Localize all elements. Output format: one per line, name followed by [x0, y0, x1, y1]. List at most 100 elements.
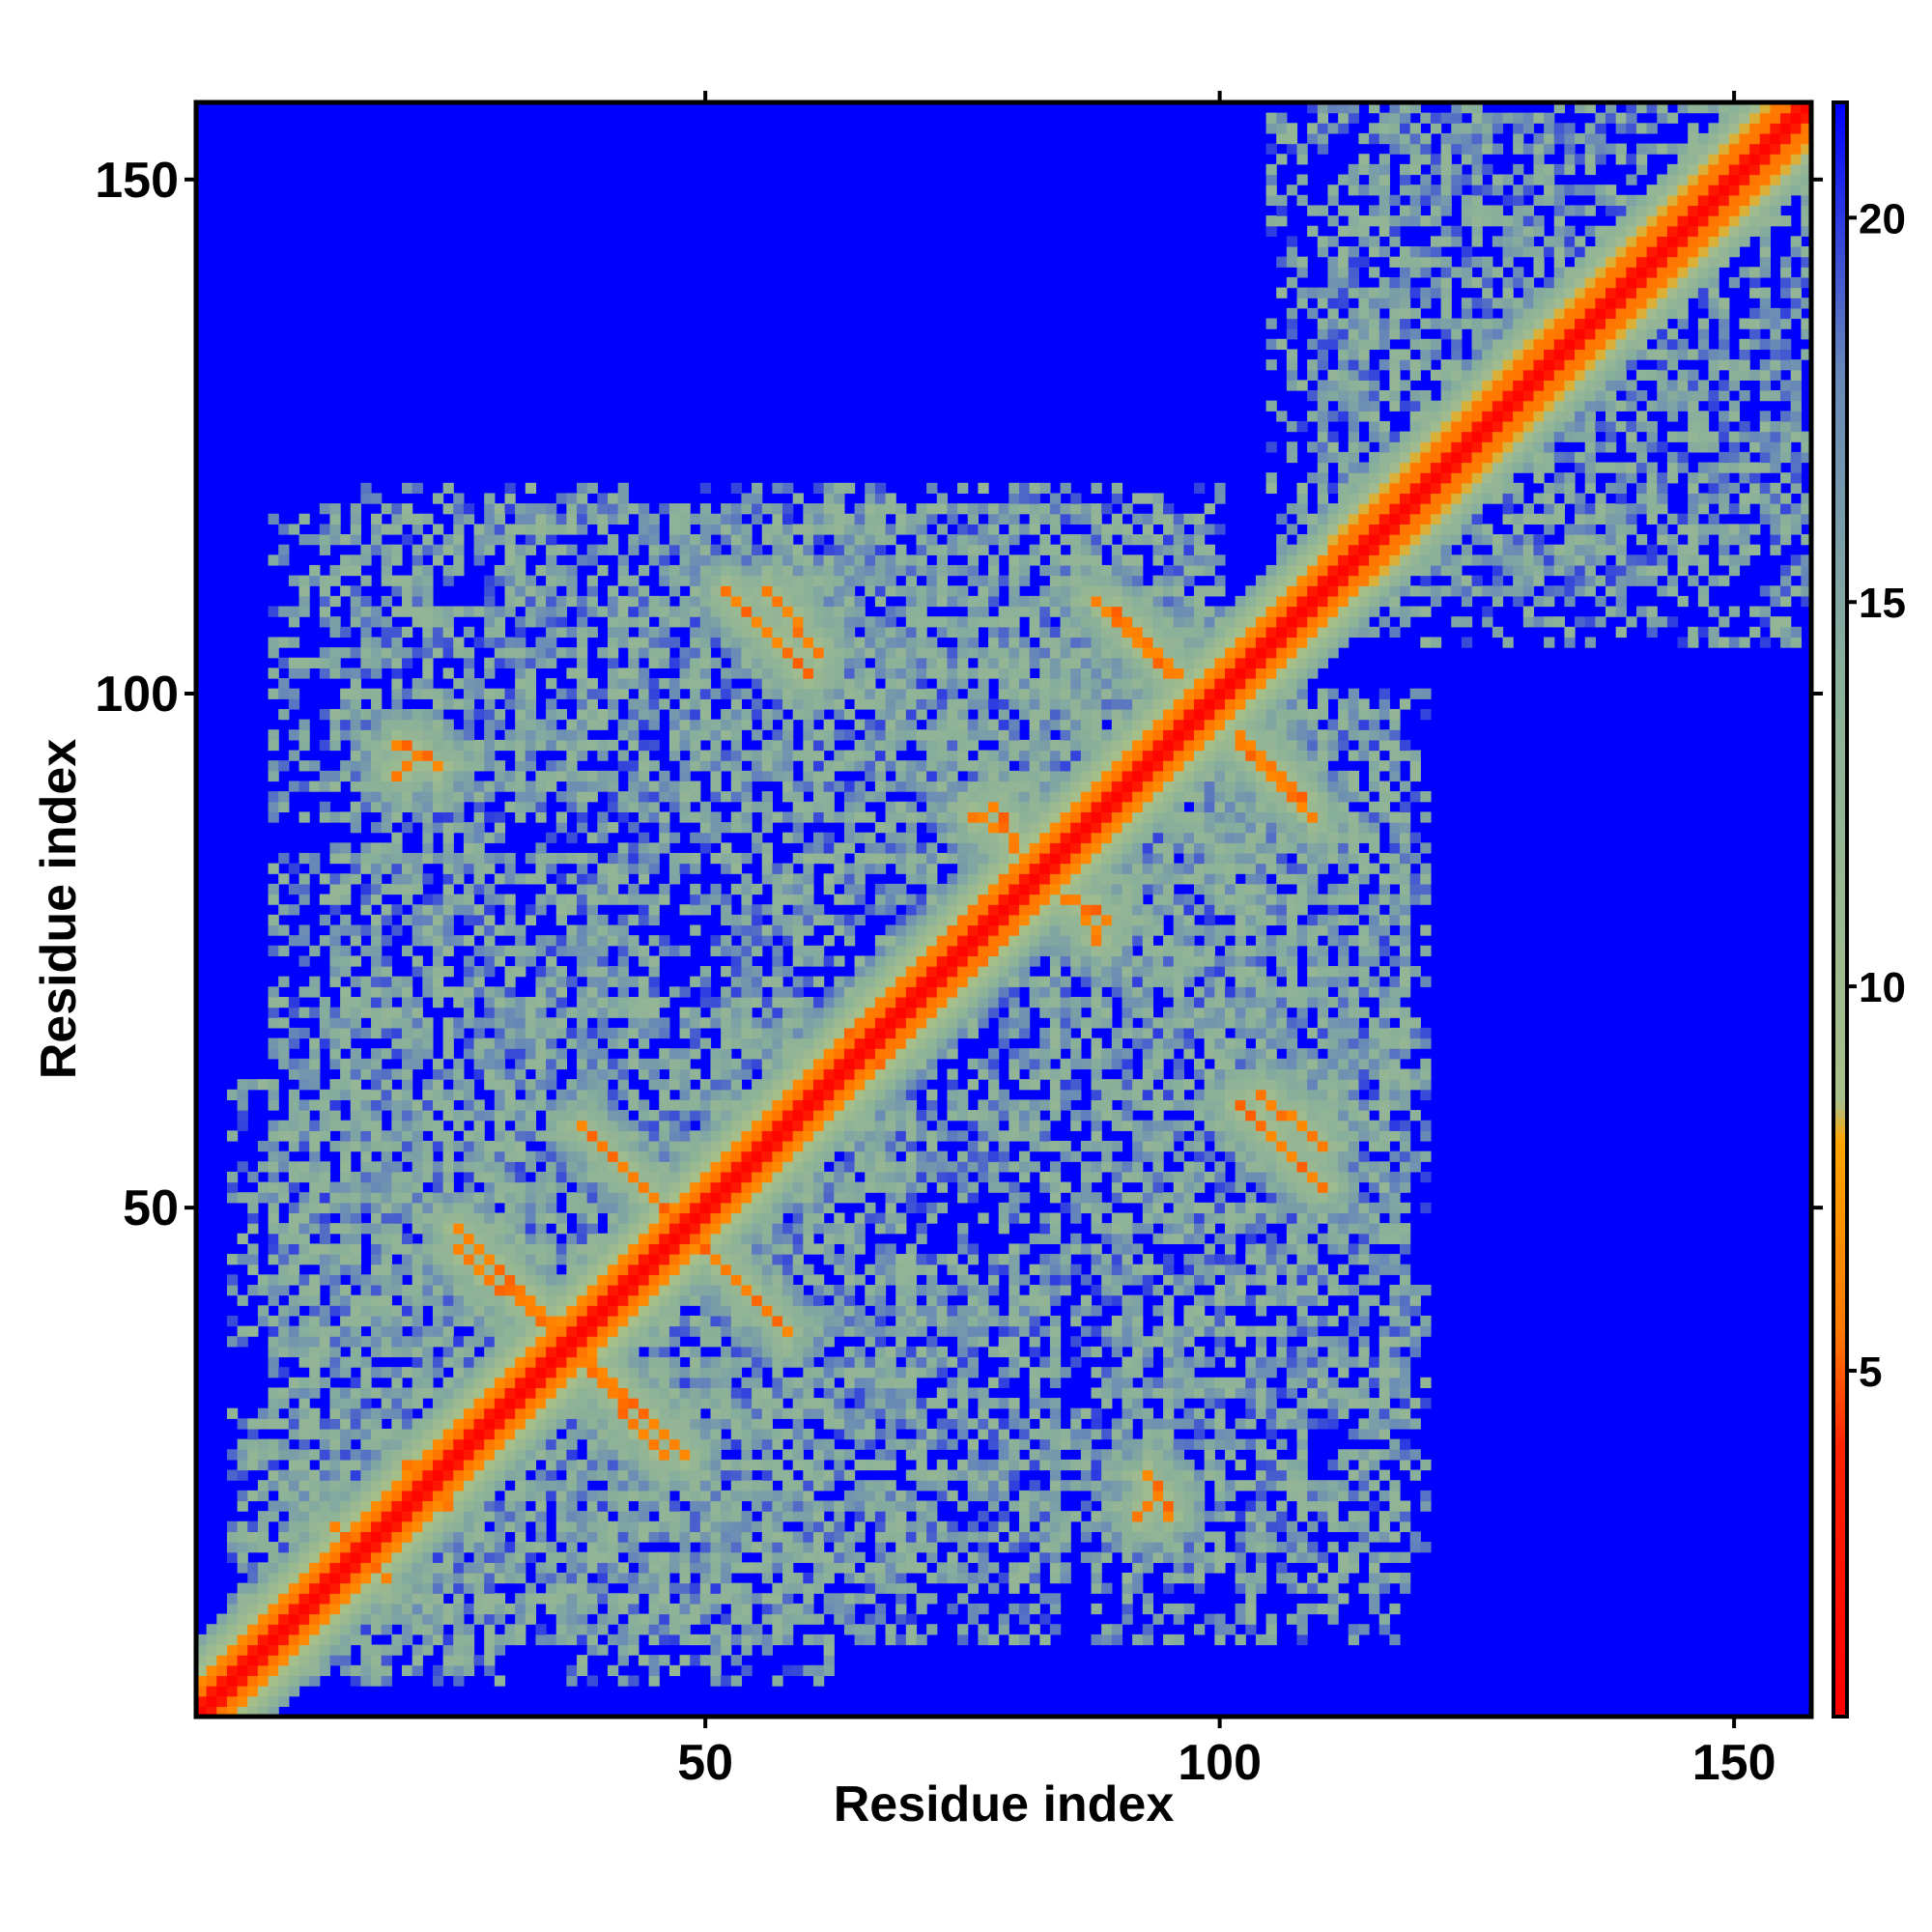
heatmap-cell	[597, 1469, 609, 1481]
heatmap-cell	[741, 1325, 753, 1337]
heatmap-cell	[772, 1407, 783, 1419]
heatmap-cell	[298, 935, 310, 947]
heatmap-cell	[628, 852, 639, 865]
heatmap-cell	[288, 1202, 300, 1214]
heatmap-cell	[721, 1346, 732, 1358]
heatmap-cell	[535, 1079, 547, 1091]
heatmap-cell	[525, 1233, 537, 1244]
heatmap-cell	[319, 1469, 331, 1481]
heatmap-cell	[257, 1572, 270, 1584]
heatmap-cell	[782, 996, 794, 1009]
heatmap-cell	[690, 698, 701, 710]
heatmap-cell	[237, 1562, 248, 1574]
heatmap-cell	[360, 1572, 372, 1584]
heatmap-cell	[422, 1336, 434, 1348]
heatmap-cell	[782, 791, 794, 803]
heatmap-cell	[525, 698, 537, 710]
heatmap-cell	[535, 1428, 547, 1440]
heatmap-cell	[257, 1438, 270, 1450]
heatmap-cell	[515, 1551, 526, 1563]
heatmap-cell	[792, 1551, 804, 1563]
heatmap-cell	[422, 1613, 434, 1625]
heatmap-cell	[319, 1007, 331, 1018]
heatmap-cell	[699, 616, 712, 628]
heatmap-cell	[772, 996, 783, 1009]
heatmap-cell	[803, 698, 814, 710]
heatmap-cell	[226, 1469, 239, 1481]
heatmap-cell	[752, 1017, 763, 1029]
heatmap-cell	[226, 1644, 239, 1656]
heatmap-cell	[730, 1284, 743, 1296]
heatmap-cell	[730, 1582, 743, 1594]
heatmap-cell	[730, 1356, 743, 1368]
heatmap-cell	[721, 1387, 732, 1399]
heatmap-cell	[741, 791, 753, 803]
heatmap-cell	[710, 1120, 722, 1131]
heatmap-cell	[546, 616, 557, 628]
heatmap-cell	[679, 1438, 691, 1450]
heatmap-cell	[617, 760, 629, 772]
heatmap-cell	[741, 1284, 753, 1296]
heatmap-cell	[494, 1593, 506, 1605]
heatmap-cell	[309, 1520, 321, 1533]
heatmap-cell	[668, 1325, 681, 1337]
heatmap-cell	[401, 1058, 413, 1070]
heatmap-cell	[442, 616, 454, 628]
heatmap-cell	[381, 781, 392, 792]
heatmap-cell	[360, 801, 372, 812]
heatmap-cell	[453, 534, 465, 546]
heatmap-cell	[628, 1624, 639, 1635]
heatmap-cell	[679, 1490, 691, 1502]
heatmap-cell	[329, 935, 341, 947]
heatmap-cell	[659, 1274, 670, 1286]
heatmap-cell	[371, 986, 383, 998]
heatmap-cell	[453, 1664, 465, 1677]
heatmap-cell	[257, 1192, 270, 1204]
heatmap-cell	[782, 760, 794, 772]
heatmap-cell	[391, 1398, 403, 1409]
heatmap-cell	[586, 1151, 598, 1162]
heatmap-cell	[566, 1110, 578, 1122]
heatmap-cell	[319, 1511, 331, 1522]
heatmap-cell	[484, 503, 496, 515]
heatmap-cell	[329, 668, 341, 679]
heatmap-cell	[617, 863, 629, 874]
heatmap-cell	[484, 575, 496, 586]
heatmap-cell	[690, 894, 701, 905]
heatmap-cell	[648, 1459, 660, 1471]
heatmap-cell	[648, 1562, 660, 1574]
heatmap-cell	[535, 1192, 547, 1204]
heatmap-cell	[484, 1551, 496, 1563]
heatmap-cell	[432, 904, 444, 916]
heatmap-cell	[648, 1469, 660, 1481]
heatmap-cell	[329, 1089, 341, 1100]
heatmap-cell	[412, 1438, 423, 1450]
heatmap-cell	[741, 822, 753, 834]
heatmap-cell	[371, 1325, 383, 1337]
heatmap-cell	[812, 1130, 825, 1142]
heatmap-cell	[515, 1007, 526, 1018]
heatmap-cell	[401, 1664, 413, 1677]
heatmap-cell	[247, 1325, 259, 1337]
heatmap-cell	[699, 719, 712, 730]
heatmap-cell	[535, 770, 547, 782]
heatmap-cell	[196, 1695, 208, 1707]
heatmap-cell	[607, 1007, 619, 1018]
heatmap-cell	[546, 1243, 557, 1255]
heatmap-cell	[226, 1695, 239, 1707]
heatmap-cell	[546, 534, 557, 546]
heatmap-cell	[484, 1068, 496, 1080]
heatmap-cell	[772, 1140, 783, 1152]
heatmap-cell	[525, 1264, 537, 1275]
heatmap-cell	[741, 1644, 753, 1656]
heatmap-cell	[761, 1418, 773, 1430]
heatmap-cell	[659, 1562, 670, 1574]
heatmap-cell	[803, 1294, 814, 1306]
heatmap-cell	[401, 739, 413, 752]
heatmap-cell	[494, 688, 506, 699]
heatmap-cell	[782, 770, 794, 782]
heatmap-cell	[648, 976, 660, 987]
heatmap-cell	[597, 1387, 609, 1399]
heatmap-cell	[350, 1500, 361, 1512]
heatmap-cell	[381, 1551, 392, 1563]
